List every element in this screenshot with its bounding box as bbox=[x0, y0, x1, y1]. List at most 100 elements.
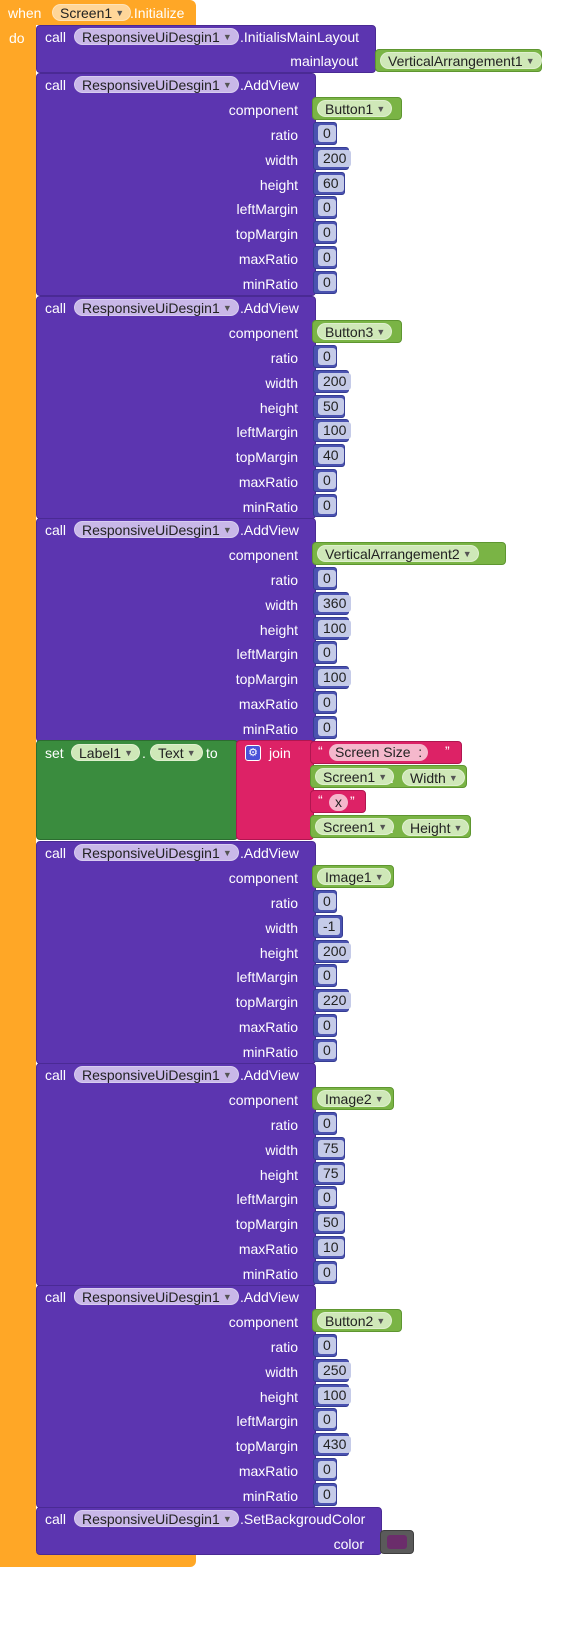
height-number-2-value[interactable]: 50 bbox=[318, 397, 344, 415]
ratio-number-3[interactable]: 0 bbox=[313, 567, 337, 590]
component-value-5[interactable]: Image2 ▼ bbox=[312, 1087, 394, 1110]
topMargin-number-1-value[interactable]: 0 bbox=[318, 224, 336, 242]
height-number-2[interactable]: 50 bbox=[313, 394, 345, 418]
ratio-number-4-value[interactable]: 0 bbox=[318, 893, 336, 910]
leftMargin-number-6[interactable]: 0 bbox=[313, 1408, 337, 1432]
add-view-6-component-dropdown[interactable]: ResponsiveUiDesgin1 ▼ bbox=[74, 1288, 239, 1305]
add-view-3-component-dropdown[interactable]: ResponsiveUiDesgin1 ▼ bbox=[74, 521, 239, 538]
color-swatch[interactable] bbox=[387, 1535, 407, 1549]
component-value-6-dropdown[interactable]: Button2 ▼ bbox=[317, 1312, 393, 1329]
topMargin-number-5-value[interactable]: 50 bbox=[318, 1214, 344, 1232]
event-block-spine[interactable] bbox=[0, 0, 36, 1567]
set-property-dropdown[interactable]: Text ▼ bbox=[150, 744, 203, 761]
width-number-3-value[interactable]: 360 bbox=[318, 594, 352, 612]
gear-icon[interactable]: ⚙ bbox=[245, 745, 261, 761]
component-value-1[interactable]: Button1 ▼ bbox=[312, 97, 402, 120]
height-number-6-value[interactable]: 100 bbox=[318, 1386, 352, 1404]
topMargin-number-1[interactable]: 0 bbox=[313, 221, 337, 245]
component-value-5-dropdown[interactable]: Image2 ▼ bbox=[317, 1090, 391, 1107]
screen-component-dropdown[interactable]: Screen1 ▼ bbox=[52, 4, 132, 21]
maxRatio-number-4-value[interactable]: 0 bbox=[318, 1017, 336, 1034]
add-view-4-component-dropdown[interactable]: ResponsiveUiDesgin1 ▼ bbox=[74, 844, 239, 861]
leftMargin-number-4-value[interactable]: 0 bbox=[318, 967, 336, 985]
minRatio-number-2-value[interactable]: 0 bbox=[318, 496, 336, 514]
width-number-4-value[interactable]: -1 bbox=[318, 917, 341, 935]
maxRatio-number-4[interactable]: 0 bbox=[313, 1014, 337, 1037]
color-block[interactable] bbox=[380, 1530, 414, 1554]
width-number-2[interactable]: 200 bbox=[313, 369, 352, 393]
event-block-footer[interactable] bbox=[0, 1552, 196, 1567]
minRatio-number-3-value[interactable]: 0 bbox=[318, 718, 336, 736]
ratio-number-5[interactable]: 0 bbox=[313, 1112, 337, 1135]
minRatio-number-6[interactable]: 0 bbox=[313, 1482, 337, 1506]
topMargin-number-5[interactable]: 50 bbox=[313, 1211, 345, 1235]
add-view-2-component-dropdown[interactable]: ResponsiveUiDesgin1 ▼ bbox=[74, 299, 239, 316]
call-block[interactable] bbox=[36, 841, 316, 1064]
ratio-number-1[interactable]: 0 bbox=[313, 122, 337, 145]
height-number-4-value[interactable]: 200 bbox=[318, 942, 352, 960]
minRatio-number-1-value[interactable]: 0 bbox=[318, 273, 336, 291]
ratio-number-2[interactable]: 0 bbox=[313, 345, 337, 368]
maxRatio-number-5[interactable]: 10 bbox=[313, 1236, 345, 1259]
maxRatio-number-3[interactable]: 0 bbox=[313, 691, 337, 714]
set-background-color-component-dropdown[interactable]: ResponsiveUiDesgin1 ▼ bbox=[74, 1510, 239, 1527]
ratio-number-3-value[interactable]: 0 bbox=[318, 570, 336, 587]
component-value-2[interactable]: Button3 ▼ bbox=[312, 320, 402, 343]
leftMargin-number-6-value[interactable]: 0 bbox=[318, 1411, 336, 1429]
minRatio-number-5-value[interactable]: 0 bbox=[318, 1263, 336, 1281]
maxRatio-number-6-value[interactable]: 0 bbox=[318, 1461, 336, 1478]
maxRatio-number-6[interactable]: 0 bbox=[313, 1458, 337, 1481]
component-value-6[interactable]: Button2 ▼ bbox=[312, 1309, 402, 1332]
maxRatio-number-2-value[interactable]: 0 bbox=[318, 472, 336, 489]
minRatio-number-5[interactable]: 0 bbox=[313, 1260, 337, 1284]
call-block[interactable] bbox=[36, 1285, 316, 1508]
topMargin-number-4-value[interactable]: 220 bbox=[318, 992, 352, 1010]
minRatio-number-2[interactable]: 0 bbox=[313, 493, 337, 517]
ratio-number-4[interactable]: 0 bbox=[313, 890, 337, 913]
height-number-3[interactable]: 100 bbox=[313, 616, 352, 640]
getter-screen-width-dropdown[interactable]: Screen1 ▼ bbox=[315, 768, 395, 785]
width-number-1[interactable]: 200 bbox=[313, 146, 352, 170]
init-main-layout-component-dropdown[interactable]: ResponsiveUiDesgin1 ▼ bbox=[74, 28, 239, 45]
ratio-number-6[interactable]: 0 bbox=[313, 1334, 337, 1357]
minRatio-number-3[interactable]: 0 bbox=[313, 715, 337, 739]
width-number-2-value[interactable]: 200 bbox=[318, 372, 352, 390]
component-value-4-dropdown[interactable]: Image1 ▼ bbox=[317, 868, 391, 885]
topMargin-number-2-value[interactable]: 40 bbox=[318, 447, 344, 465]
height-number-6[interactable]: 100 bbox=[313, 1383, 352, 1407]
height-number-1-value[interactable]: 60 bbox=[318, 174, 344, 192]
component-value-2-dropdown[interactable]: Button3 ▼ bbox=[317, 323, 393, 340]
call-block[interactable] bbox=[36, 73, 316, 296]
height-number-5[interactable]: 75 bbox=[313, 1161, 345, 1185]
leftMargin-number-3-value[interactable]: 0 bbox=[318, 644, 336, 662]
topMargin-number-4[interactable]: 220 bbox=[313, 989, 352, 1013]
ratio-number-1-value[interactable]: 0 bbox=[318, 125, 336, 142]
ratio-number-6-value[interactable]: 0 bbox=[318, 1337, 336, 1354]
component-value-3[interactable]: VerticalArrangement2 ▼ bbox=[312, 542, 506, 565]
add-view-1-component-dropdown[interactable]: ResponsiveUiDesgin1 ▼ bbox=[74, 76, 239, 93]
leftMargin-number-5[interactable]: 0 bbox=[313, 1186, 337, 1210]
leftMargin-number-2-value[interactable]: 100 bbox=[318, 422, 352, 440]
getter-height-property[interactable]: Height ▼ bbox=[402, 819, 470, 836]
topMargin-number-6[interactable]: 430 bbox=[313, 1433, 352, 1457]
maxRatio-number-1[interactable]: 0 bbox=[313, 246, 337, 269]
text-value-x[interactable]: x bbox=[329, 794, 348, 811]
width-number-5[interactable]: 75 bbox=[313, 1136, 345, 1160]
minRatio-number-1[interactable]: 0 bbox=[313, 270, 337, 294]
topMargin-number-2[interactable]: 40 bbox=[313, 444, 345, 468]
component-value-4[interactable]: Image1 ▼ bbox=[312, 865, 394, 888]
minRatio-number-4[interactable]: 0 bbox=[313, 1038, 337, 1062]
leftMargin-number-4[interactable]: 0 bbox=[313, 964, 337, 988]
width-number-1-value[interactable]: 200 bbox=[318, 149, 352, 167]
getter-screen-height-dropdown[interactable]: Screen1 ▼ bbox=[315, 818, 395, 835]
ratio-number-2-value[interactable]: 0 bbox=[318, 348, 336, 365]
topMargin-number-3-value[interactable]: 100 bbox=[318, 669, 352, 687]
leftMargin-number-3[interactable]: 0 bbox=[313, 641, 337, 665]
topMargin-number-3[interactable]: 100 bbox=[313, 666, 352, 690]
set-component-dropdown[interactable]: Label1 ▼ bbox=[71, 744, 141, 761]
width-number-4[interactable]: -1 bbox=[313, 914, 343, 938]
maxRatio-number-5-value[interactable]: 10 bbox=[318, 1239, 344, 1256]
topMargin-number-6-value[interactable]: 430 bbox=[318, 1436, 352, 1454]
component-value-3-dropdown[interactable]: VerticalArrangement2 ▼ bbox=[317, 545, 479, 562]
leftMargin-number-1[interactable]: 0 bbox=[313, 196, 337, 220]
